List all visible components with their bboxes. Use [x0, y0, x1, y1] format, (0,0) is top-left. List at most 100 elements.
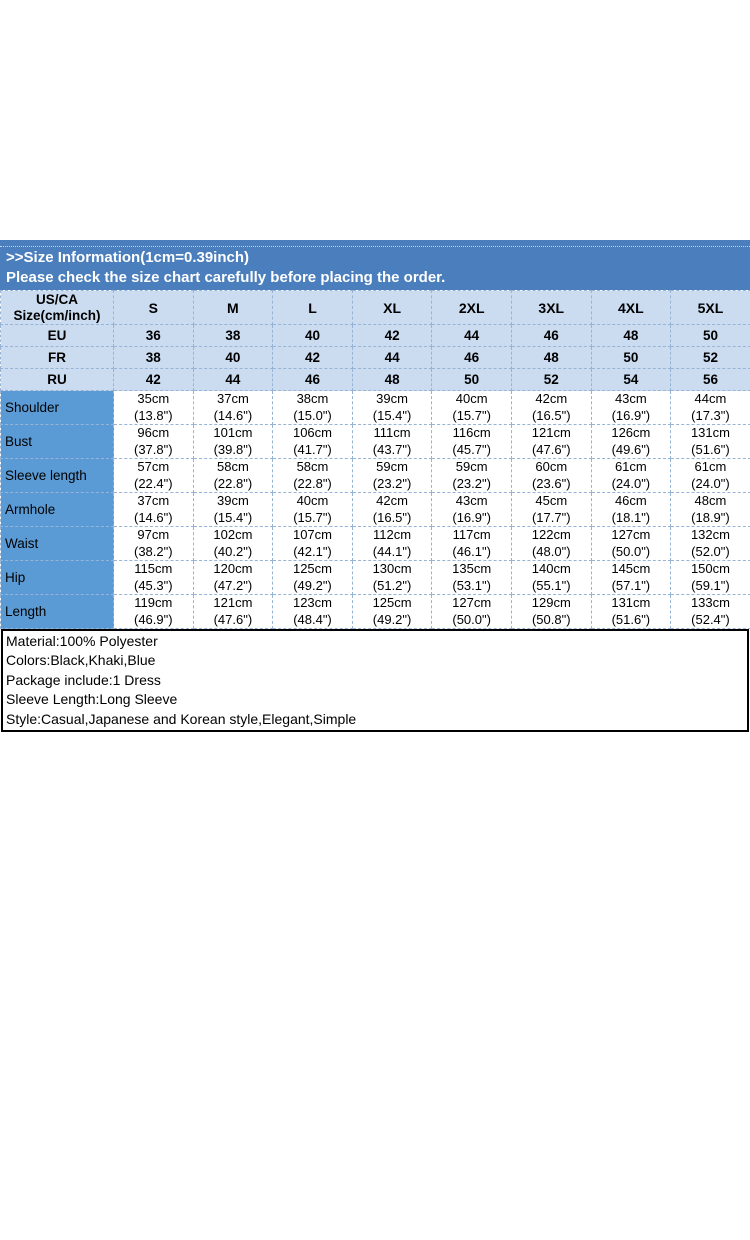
measurement-cell: 97cm(38.2")	[114, 527, 194, 561]
measurement-cell: 48cm(18.9")	[671, 493, 750, 527]
measurement-row-label: Hip	[1, 561, 114, 595]
measurement-cm: 39cm	[194, 493, 273, 510]
measurement-cell: 40cm(15.7")	[273, 493, 353, 527]
measurement-cell: 58cm(22.8")	[273, 459, 353, 493]
measurement-cm: 150cm	[671, 561, 750, 578]
measurement-cell: 61cm(24.0")	[591, 459, 671, 493]
measurement-cm: 37cm	[114, 493, 193, 510]
measurement-cm: 43cm	[432, 493, 511, 510]
region-row-label: RU	[1, 369, 114, 391]
measurement-inch: (52.4")	[671, 612, 750, 629]
measurement-cm: 59cm	[353, 459, 432, 476]
measurement-inch: (24.0")	[592, 476, 671, 493]
measurement-cm: 35cm	[114, 391, 193, 408]
measurement-cell: 39cm(15.4")	[193, 493, 273, 527]
corner-cell: US/CA Size(cm/inch)	[1, 291, 114, 325]
measurement-cm: 126cm	[592, 425, 671, 442]
measurement-cell: 37cm(14.6")	[193, 391, 273, 425]
region-size-cell: 50	[432, 369, 512, 391]
measurement-inch: (17.7")	[512, 510, 591, 527]
measurement-cm: 140cm	[512, 561, 591, 578]
measurement-inch: (40.2")	[194, 544, 273, 561]
measurement-cell: 119cm(46.9")	[114, 595, 194, 629]
measurement-inch: (49.6")	[592, 442, 671, 459]
measurement-cm: 106cm	[273, 425, 352, 442]
measurement-cell: 60cm(23.6")	[511, 459, 591, 493]
measurement-cm: 131cm	[671, 425, 750, 442]
measurement-cell: 121cm(47.6")	[511, 425, 591, 459]
region-size-cell: 54	[591, 369, 671, 391]
measurement-inch: (51.6")	[671, 442, 750, 459]
measurement-cm: 48cm	[671, 493, 750, 510]
measurement-cell: 129cm(50.8")	[511, 595, 591, 629]
measurement-inch: (47.6")	[194, 612, 273, 629]
measurement-cm: 131cm	[592, 595, 671, 612]
measurement-cell: 39cm(15.4")	[352, 391, 432, 425]
measurement-cell: 107cm(42.1")	[273, 527, 353, 561]
measurement-cell: 106cm(41.7")	[273, 425, 353, 459]
measurement-cm: 42cm	[512, 391, 591, 408]
measurement-inch: (16.5")	[512, 408, 591, 425]
region-size-cell: 36	[114, 325, 194, 347]
region-row-label: FR	[1, 347, 114, 369]
measurement-inch: (59.1")	[671, 578, 750, 595]
region-size-cell: 42	[352, 325, 432, 347]
measurement-inch: (17.3")	[671, 408, 750, 425]
measurement-cell: 133cm(52.4")	[671, 595, 750, 629]
measurement-cell: 127cm(50.0")	[591, 527, 671, 561]
details-line: Sleeve Length:Long Sleeve	[6, 690, 744, 709]
measurement-row-label: Armhole	[1, 493, 114, 527]
measurement-cm: 120cm	[194, 561, 273, 578]
measurement-cell: 43cm(16.9")	[591, 391, 671, 425]
measurement-cm: 121cm	[512, 425, 591, 442]
measurement-cell: 59cm(23.2")	[352, 459, 432, 493]
measurement-cm: 129cm	[512, 595, 591, 612]
measurement-inch: (49.2")	[353, 612, 432, 629]
measurement-inch: (45.7")	[432, 442, 511, 459]
measurement-cell: 130cm(51.2")	[352, 561, 432, 595]
measurement-cell: 44cm(17.3")	[671, 391, 750, 425]
size-col-header: L	[273, 291, 353, 325]
measurement-inch: (50.0")	[432, 612, 511, 629]
measurement-cell: 38cm(15.0")	[273, 391, 353, 425]
region-size-cell: 44	[193, 369, 273, 391]
measurement-inch: (46.9")	[114, 612, 193, 629]
measurement-cm: 37cm	[194, 391, 273, 408]
size-info-banner: >>Size Information(1cm=0.39inch) Please …	[0, 240, 750, 290]
measurement-cell: 101cm(39.8")	[193, 425, 273, 459]
region-size-cell: 42	[273, 347, 353, 369]
measurement-cm: 107cm	[273, 527, 352, 544]
measurement-cm: 116cm	[432, 425, 511, 442]
measurement-cell: 145cm(57.1")	[591, 561, 671, 595]
measurement-inch: (23.6")	[512, 476, 591, 493]
measurement-cm: 97cm	[114, 527, 193, 544]
measurement-cell: 42cm(16.5")	[352, 493, 432, 527]
measurement-cm: 125cm	[273, 561, 352, 578]
measurement-inch: (57.1")	[592, 578, 671, 595]
measurement-cm: 133cm	[671, 595, 750, 612]
measurement-cell: 46cm(18.1")	[591, 493, 671, 527]
measurement-cm: 127cm	[592, 527, 671, 544]
measurement-cell: 150cm(59.1")	[671, 561, 750, 595]
measurement-inch: (15.4")	[353, 408, 432, 425]
measurement-cell: 131cm(51.6")	[591, 595, 671, 629]
measurement-inch: (16.9")	[592, 408, 671, 425]
measurement-cm: 58cm	[273, 459, 352, 476]
measurement-cm: 60cm	[512, 459, 591, 476]
region-size-cell: 52	[671, 347, 750, 369]
measurement-cm: 96cm	[114, 425, 193, 442]
details-line: Style:Casual,Japanese and Korean style,E…	[6, 710, 744, 729]
measurement-cell: 122cm(48.0")	[511, 527, 591, 561]
measurement-row-label: Sleeve length	[1, 459, 114, 493]
measurement-cell: 140cm(55.1")	[511, 561, 591, 595]
measurement-cm: 145cm	[592, 561, 671, 578]
measurement-inch: (53.1")	[432, 578, 511, 595]
measurement-row-label: Shoulder	[1, 391, 114, 425]
